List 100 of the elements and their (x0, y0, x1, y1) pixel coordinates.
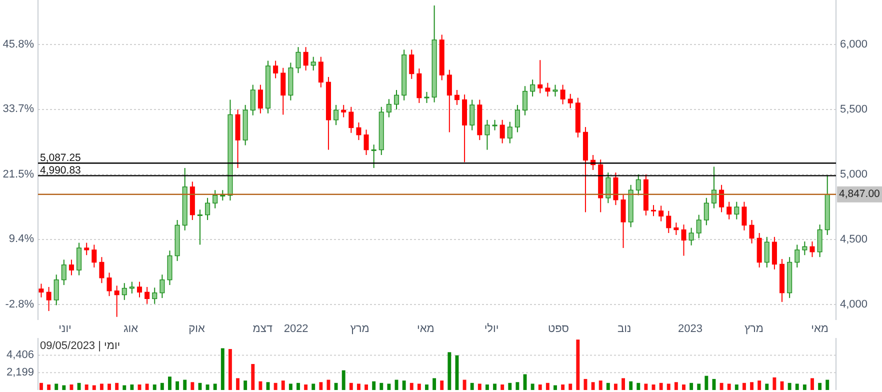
bar (168, 376, 172, 390)
candlestick (454, 89, 460, 106)
x-tick-label: 2022 (284, 323, 308, 335)
x-tick-label: דצמ (252, 323, 272, 335)
bar (122, 385, 126, 390)
candlestick (197, 209, 202, 246)
bar (198, 382, 202, 390)
ref-line-label: 5,087.25 (40, 152, 82, 164)
bar (644, 384, 648, 390)
bar (190, 382, 194, 390)
bar (485, 384, 489, 390)
y-tick-label: 5,500 (840, 103, 868, 116)
bar (40, 382, 43, 390)
bar (727, 384, 731, 390)
bar (576, 340, 580, 390)
bar (342, 370, 346, 390)
bar (750, 382, 754, 390)
bar (530, 384, 534, 390)
candlestick (764, 236, 770, 268)
y-tick-label: 2,199 (6, 366, 34, 379)
bar (176, 381, 180, 390)
candlestick (606, 172, 611, 204)
bar (455, 355, 459, 390)
bar (478, 384, 482, 390)
bar (402, 380, 406, 390)
bar (772, 377, 776, 390)
candlestick (386, 98, 392, 118)
candlestick (318, 56, 324, 88)
bar (704, 376, 708, 390)
candlestick (810, 240, 815, 258)
x-tick-label: נוב (617, 323, 632, 335)
candlestick (205, 197, 210, 221)
candlestick (772, 236, 777, 270)
bar (598, 380, 602, 390)
bar (54, 384, 58, 390)
candlestick (742, 201, 747, 231)
candlestick (538, 60, 543, 94)
bar (493, 384, 496, 390)
bar (100, 384, 104, 390)
candlestick (84, 242, 90, 256)
bar (228, 349, 232, 390)
bar (795, 384, 799, 390)
candlestick (500, 119, 505, 144)
candlestick (92, 244, 97, 268)
bar (765, 384, 769, 390)
candlestick (484, 119, 490, 150)
bar (682, 384, 686, 390)
bar (432, 378, 436, 390)
bar (440, 380, 444, 390)
bar (636, 382, 640, 390)
bar (742, 382, 746, 390)
candlestick (794, 244, 800, 268)
candlestick (76, 242, 82, 276)
bar (77, 382, 81, 390)
candlestick (560, 84, 566, 105)
bar (606, 382, 610, 390)
candlestick (726, 201, 732, 220)
x-tick-label: יולי (484, 323, 499, 335)
bar (568, 384, 572, 390)
bar (591, 382, 595, 390)
bar (326, 380, 330, 390)
bar (470, 382, 474, 390)
bar (70, 384, 74, 390)
candlestick (348, 106, 354, 134)
candlestick (114, 285, 120, 318)
bar (425, 384, 428, 390)
bar (561, 384, 565, 390)
candlestick (258, 84, 263, 114)
y-tick-label: 4,500 (840, 233, 868, 246)
candlestick (160, 274, 165, 299)
bar (584, 378, 588, 390)
candlestick (129, 281, 134, 294)
candlestick (507, 121, 512, 144)
x-tick-label: 2023 (678, 323, 702, 335)
bar (508, 382, 512, 390)
bar (349, 382, 353, 390)
bar (62, 385, 66, 390)
bar (183, 380, 187, 390)
y-tick-label: 4,000 (840, 298, 868, 310)
bar (516, 382, 520, 390)
candlestick (46, 286, 52, 312)
candlestick (99, 256, 104, 284)
bar (160, 382, 164, 390)
candlestick (250, 84, 256, 116)
candlestick (152, 287, 158, 304)
bar (220, 348, 224, 390)
bar (538, 384, 542, 390)
candlestick (636, 174, 641, 196)
candlestick (613, 172, 618, 206)
candlestick (371, 144, 376, 168)
candlestick (356, 122, 362, 141)
y2-tick-label: -2.8% (5, 298, 34, 310)
bar (546, 382, 550, 390)
candlestick (106, 272, 112, 297)
bar (720, 382, 724, 390)
y2-tick-label: 9.4% (8, 233, 34, 246)
x-tick-label: אוג (124, 323, 138, 335)
candlestick (568, 93, 573, 109)
y-tick-label: 4,406 (6, 349, 34, 362)
bar (697, 384, 701, 390)
